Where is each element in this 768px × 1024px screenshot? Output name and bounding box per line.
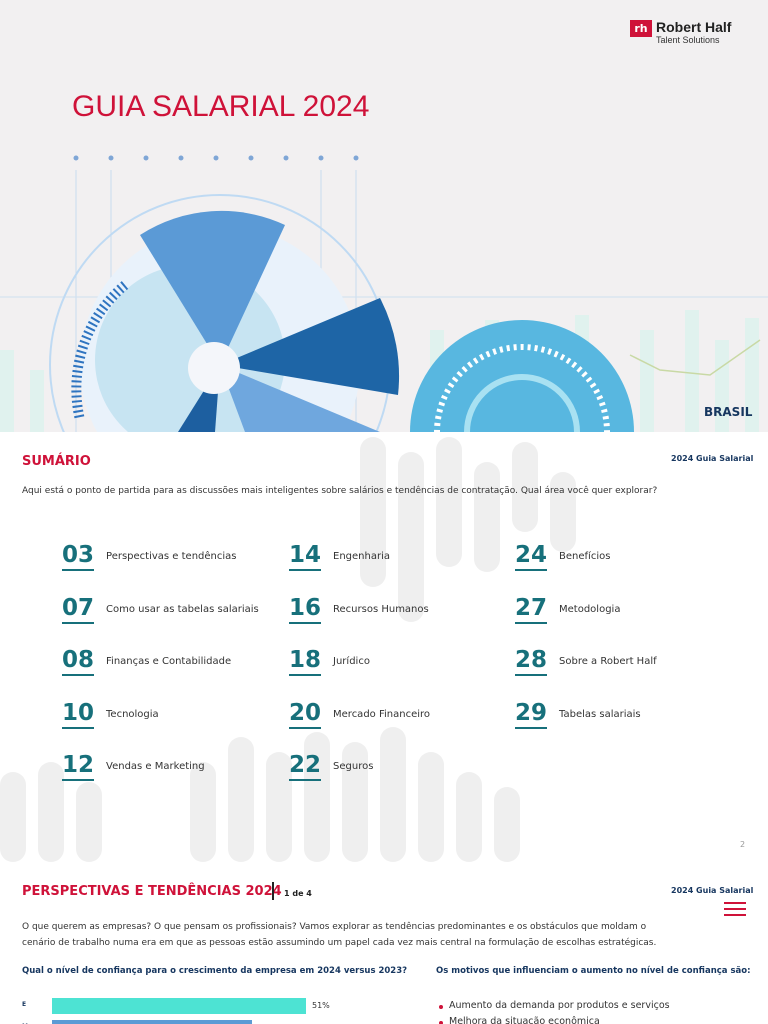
logo: rh Robert Half Talent Solutions <box>630 20 731 45</box>
toc-item[interactable]: 08 Finanças e Contabilidade <box>62 647 231 676</box>
toc-page: 27 <box>515 595 548 624</box>
bullet <box>439 1021 443 1024</box>
cover-illustration <box>0 155 768 432</box>
summary-title: SUMÁRIO <box>22 454 91 469</box>
toc-item[interactable]: 20 Mercado Financeiro <box>289 700 430 729</box>
bar <box>52 1020 252 1024</box>
divider <box>272 882 274 900</box>
toc-label: Metodologia <box>559 603 621 615</box>
cover: rh Robert Half Talent Solutions GUIA SAL… <box>0 0 768 432</box>
summary-page: SUMÁRIO 2024 Guia Salarial Aqui está o p… <box>0 432 768 862</box>
toc-item[interactable]: 22 Seguros <box>289 752 373 781</box>
toc-item[interactable]: 07 Como usar as tabelas salariais <box>62 595 259 624</box>
perspectives-page: PERSPECTIVAS E TENDÊNCIAS 2024 1 de 4 20… <box>0 862 768 1024</box>
toc-item[interactable]: 29 Tabelas salariais <box>515 700 641 729</box>
toc-item[interactable]: 18 Jurídico <box>289 647 370 676</box>
guide-label: 2024 Guia Salarial <box>671 886 754 895</box>
toc-page: 08 <box>62 647 95 676</box>
toc-label: Finanças e Contabilidade <box>106 656 232 667</box>
guide-label: 2024 Guia Salarial <box>671 454 754 463</box>
toc-item[interactable]: 12 Vendas e Marketing <box>62 752 205 781</box>
logo-mark: rh <box>630 20 652 37</box>
country: BRASIL <box>704 405 753 419</box>
logo-sub: Talent Solutions <box>656 35 720 45</box>
summary-intro: Aqui está o ponto de partida para as dis… <box>22 486 658 496</box>
toc-page: 16 <box>289 595 322 624</box>
decor <box>0 437 576 862</box>
toc-label: Jurídico <box>333 656 370 667</box>
toc-page: 12 <box>62 752 95 781</box>
logo-brand: Robert Half <box>656 19 732 35</box>
reason: Melhora da situação econômica <box>449 1016 600 1024</box>
toc-page: 28 <box>515 647 548 676</box>
menu-icon[interactable] <box>724 902 746 916</box>
section-intro: O que querem as empresas? O que pensam o… <box>22 922 657 948</box>
toc-label: Mercado Financeiro <box>333 708 431 720</box>
section-title: PERSPECTIVAS E TENDÊNCIAS 2024 <box>22 884 282 899</box>
toc-label: Recursos Humanos <box>333 603 429 615</box>
page-number: 2 <box>740 840 746 849</box>
toc-item[interactable]: 28 Sobre a Robert Half <box>515 647 657 676</box>
toc-item[interactable]: 27 Metodologia <box>515 595 620 624</box>
question: Qual o nível de confiança para o crescim… <box>22 966 408 976</box>
bar <box>52 998 306 1014</box>
toc-page: 03 <box>62 542 95 571</box>
toc-label: Seguros <box>333 761 374 772</box>
toc-page: 24 <box>515 542 548 571</box>
toc-item[interactable]: 24 Benefícios <box>515 542 610 571</box>
toc-item[interactable]: 10 Tecnologia <box>62 700 159 729</box>
toc-label: Vendas e Marketing <box>106 761 205 772</box>
toc-item[interactable]: 03 Perspectivas e tendências <box>62 542 237 571</box>
pager: 1 de 4 <box>284 889 312 898</box>
toc-label: Perspectivas e tendências <box>106 551 237 562</box>
toc-page: 29 <box>515 700 548 729</box>
toc-label: Como usar as tabelas salariais <box>106 603 259 615</box>
toc-page: 22 <box>289 752 322 781</box>
toc-label: Sobre a Robert Half <box>559 656 657 667</box>
toc-item[interactable]: 16 Recursos Humanos <box>289 595 429 624</box>
bullet <box>439 1005 443 1009</box>
toc-page: 18 <box>289 647 322 676</box>
reasons-title: Os motivos que influenciam o aumento no … <box>436 966 751 976</box>
toc-page: 20 <box>289 700 322 729</box>
toc-page: 07 <box>62 595 95 624</box>
cover-title: GUIA SALARIAL 2024 <box>72 90 370 123</box>
toc-label: Engenharia <box>333 551 390 562</box>
bar-label: E <box>22 1001 27 1008</box>
bar-value: 51% <box>312 1001 330 1010</box>
reason: Aumento da demanda por produtos e serviç… <box>449 1000 670 1011</box>
toc-label: Tecnologia <box>106 708 159 720</box>
toc-page: 10 <box>62 700 95 729</box>
toc-label: Benefícios <box>559 551 611 562</box>
toc-label: Tabelas salariais <box>559 708 641 720</box>
toc-item[interactable]: 14 Engenharia <box>289 542 390 571</box>
toc-page: 14 <box>289 542 322 571</box>
